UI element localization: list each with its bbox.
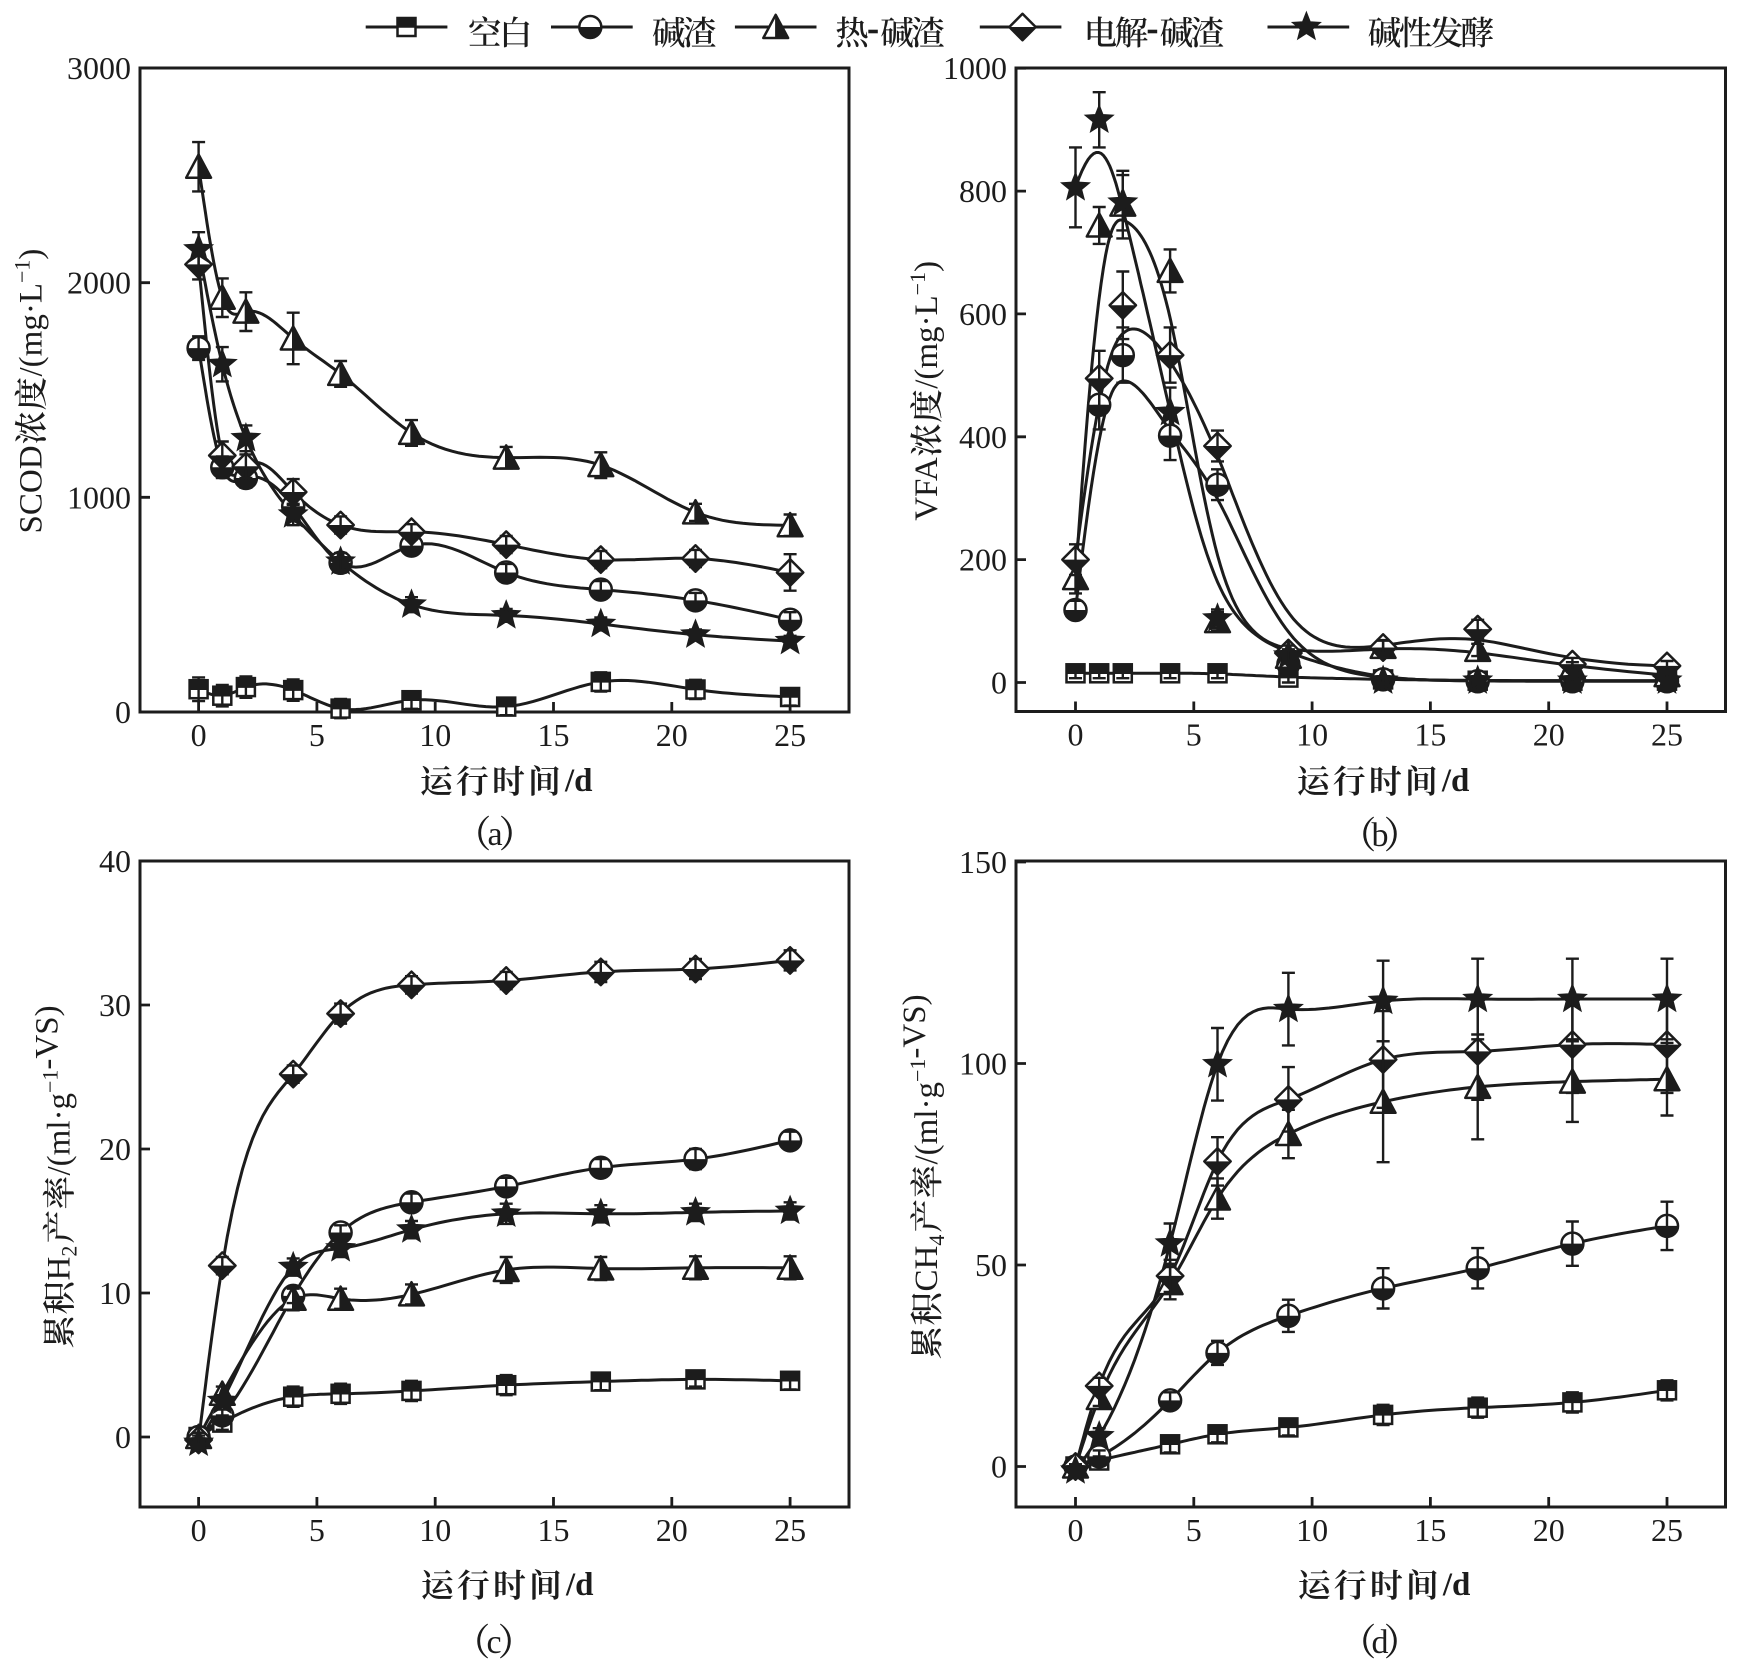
- svg-text:c: c: [486, 1624, 501, 1661]
- svg-text:0: 0: [991, 1449, 1007, 1485]
- svg-text:200: 200: [959, 542, 1007, 578]
- svg-text:0: 0: [191, 717, 207, 753]
- svg-text:25: 25: [1651, 1512, 1683, 1548]
- svg-text:15: 15: [1414, 717, 1446, 753]
- svg-text:400: 400: [959, 419, 1007, 455]
- svg-text:d: d: [1372, 1624, 1389, 1661]
- svg-text:20: 20: [99, 1131, 131, 1167]
- svg-text:0: 0: [1068, 1512, 1084, 1548]
- svg-text:25: 25: [774, 717, 806, 753]
- svg-text:0: 0: [991, 665, 1007, 701]
- svg-text:/d: /d: [1442, 1567, 1471, 1603]
- svg-text:0: 0: [191, 1512, 207, 1548]
- svg-text:25: 25: [1651, 717, 1683, 753]
- svg-text:800: 800: [959, 173, 1007, 209]
- svg-text:15: 15: [538, 717, 570, 753]
- svg-text:1000: 1000: [943, 50, 1007, 86]
- svg-text:150: 150: [959, 844, 1007, 880]
- svg-text:20: 20: [1533, 717, 1565, 753]
- svg-text:VFA: VFA: [909, 457, 945, 521]
- svg-text:/d: /d: [565, 1567, 594, 1603]
- svg-text:40: 40: [99, 843, 131, 879]
- svg-text:100: 100: [959, 1046, 1007, 1082]
- svg-text:SCOD: SCOD: [14, 445, 50, 533]
- svg-text:a: a: [487, 816, 502, 853]
- svg-text:10: 10: [99, 1275, 131, 1311]
- svg-text:600: 600: [959, 296, 1007, 332]
- svg-text:20: 20: [656, 717, 688, 753]
- svg-text:20: 20: [656, 1512, 688, 1548]
- svg-text:0: 0: [115, 694, 131, 730]
- svg-text:3000: 3000: [67, 50, 131, 86]
- svg-text:2000: 2000: [67, 265, 131, 301]
- svg-text:5: 5: [1186, 717, 1202, 753]
- svg-text:15: 15: [1414, 1512, 1446, 1548]
- svg-text:10: 10: [419, 717, 451, 753]
- svg-text:5: 5: [309, 1512, 325, 1548]
- svg-text:5: 5: [1186, 1512, 1202, 1548]
- svg-text:10: 10: [1296, 1512, 1328, 1548]
- svg-text:1000: 1000: [67, 479, 131, 515]
- svg-text:/d: /d: [564, 763, 593, 799]
- svg-text:0: 0: [115, 1419, 131, 1455]
- svg-text:/d: /d: [1441, 763, 1470, 799]
- svg-text:b: b: [1372, 817, 1389, 854]
- svg-text:0: 0: [1068, 717, 1084, 753]
- svg-text:30: 30: [99, 987, 131, 1023]
- svg-text:50: 50: [975, 1247, 1007, 1283]
- svg-text:5: 5: [309, 717, 325, 753]
- svg-text:15: 15: [538, 1512, 570, 1548]
- svg-text:20: 20: [1533, 1512, 1565, 1548]
- svg-text:25: 25: [774, 1512, 806, 1548]
- svg-text:10: 10: [419, 1512, 451, 1548]
- svg-text:10: 10: [1296, 717, 1328, 753]
